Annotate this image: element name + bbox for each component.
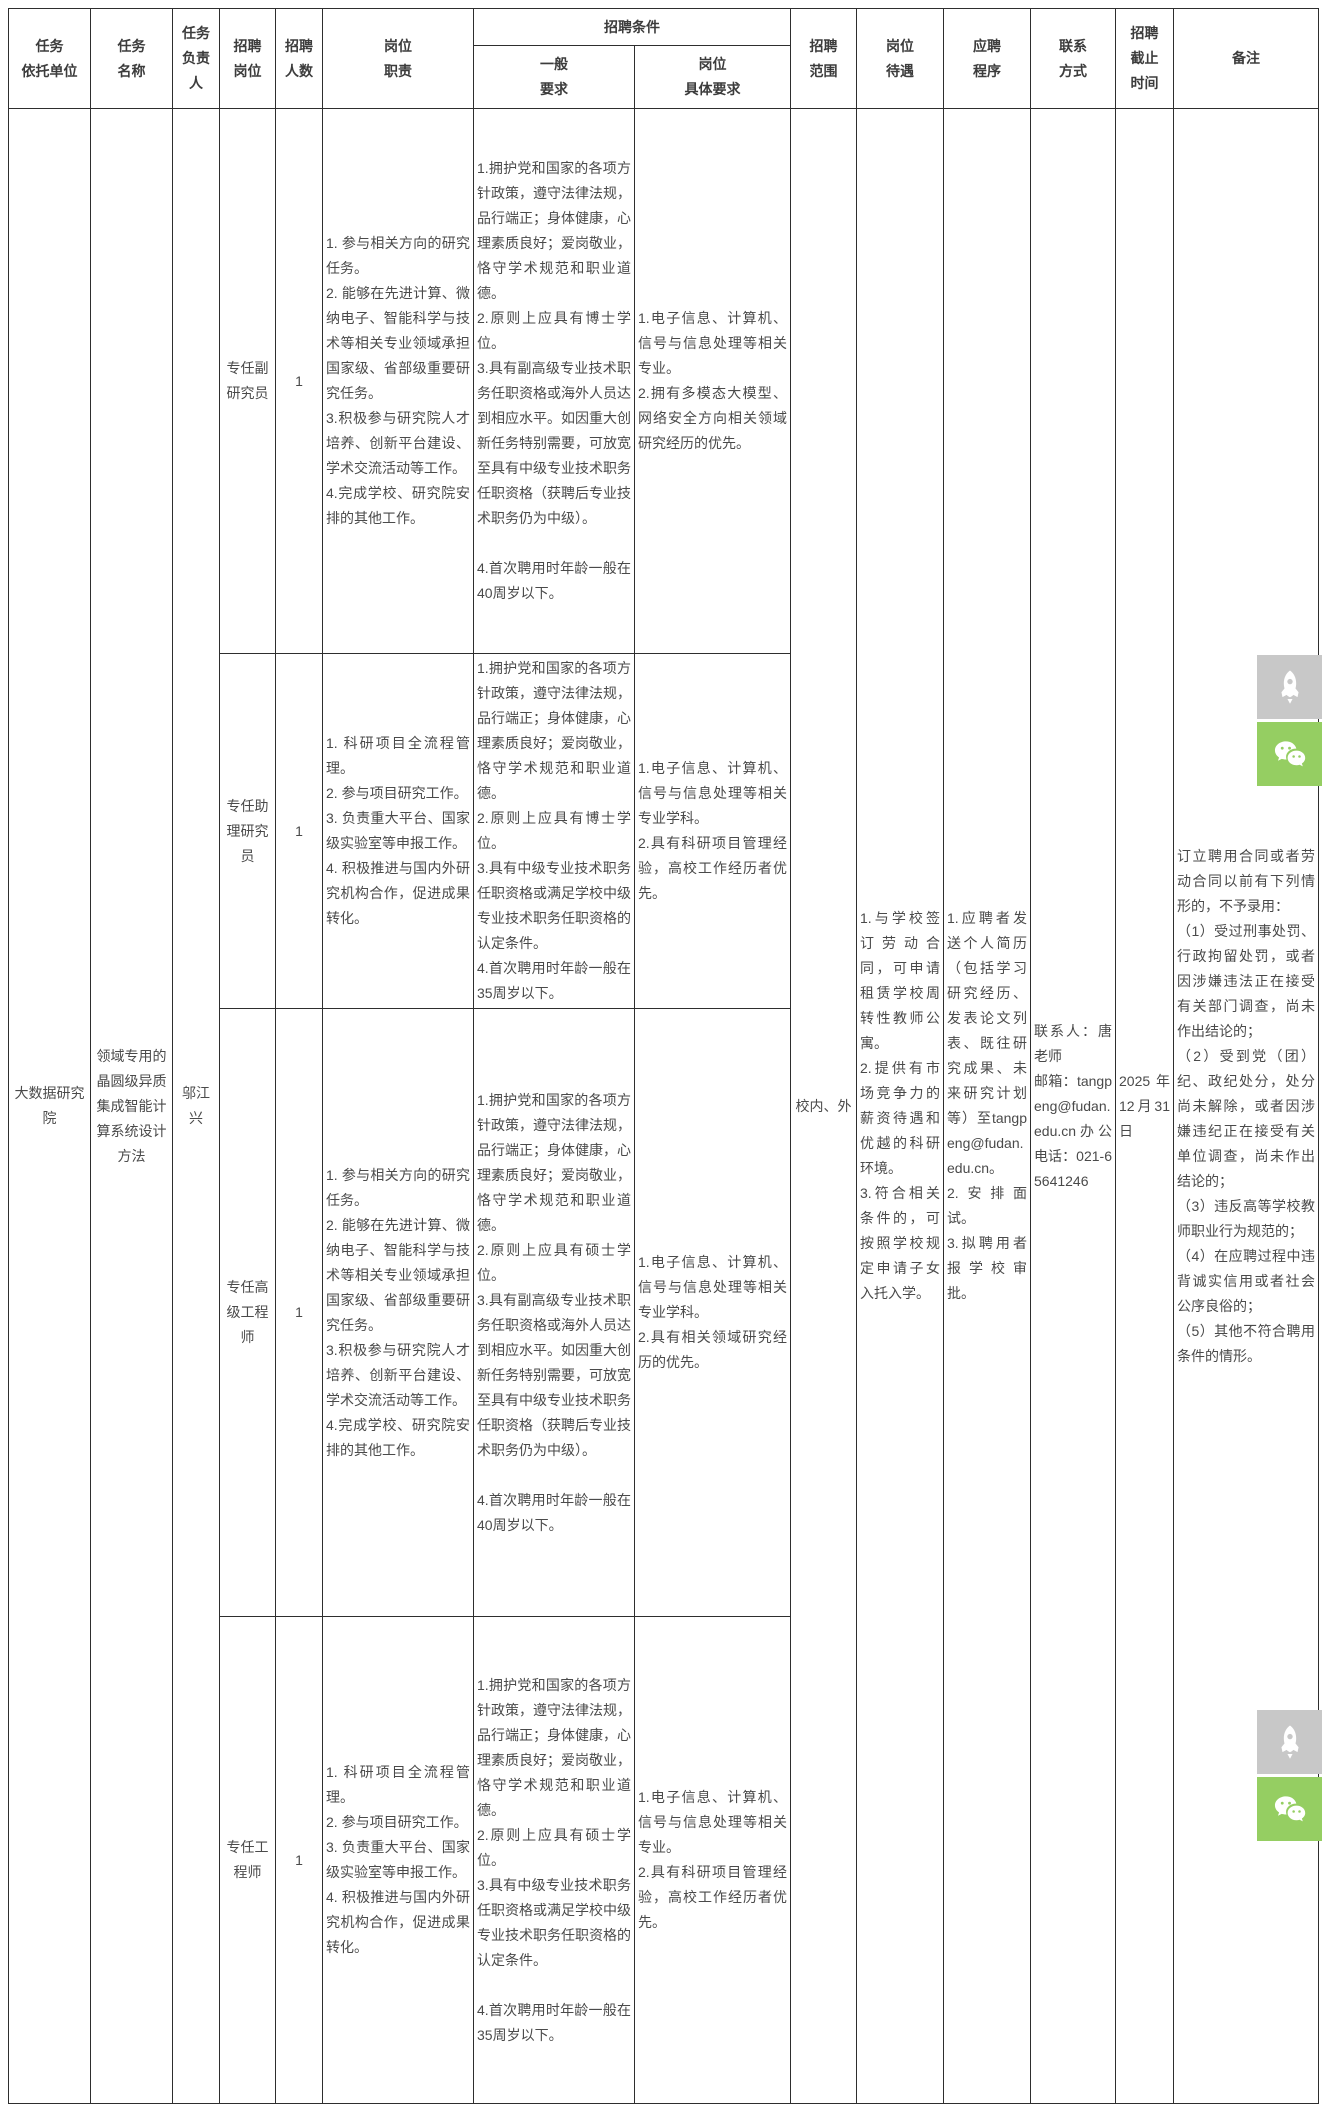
cell-treatment: 1.与学校签订劳动合同，可申请租赁学校周转性教师公寓。 2.提供有市场竞争力的薪… xyxy=(856,108,944,2104)
wechat-icon xyxy=(1271,735,1309,773)
cell-general-requirements: 1.拥护党和国家的各项方针政策，遵守法律法规，品行端正；身体健康，心理素质良好；… xyxy=(473,1008,635,1617)
col-header-headcount: 招聘 人数 xyxy=(275,8,323,109)
col-header-position: 招聘 岗位 xyxy=(219,8,276,109)
header-row-top: 任务 依托单位 任务 名称 任务 负责 人 招聘 岗位 招聘 人数 岗位 职责 … xyxy=(8,8,1319,109)
cell-specific-requirements: 1.电子信息、计算机、信号与信息处理等相关专业。 2.具有科研项目管理经验，高校… xyxy=(634,1616,791,2104)
back-to-top-button[interactable] xyxy=(1257,1710,1322,1774)
col-header-task-unit: 任务 依托单位 xyxy=(8,8,91,109)
wechat-share-button[interactable] xyxy=(1257,1777,1322,1841)
col-header-treatment: 岗位 待遇 xyxy=(856,8,944,109)
cell-position-duties: 1. 参与相关方向的研究任务。 2. 能够在先进计算、微纳电子、智能科学与技术等… xyxy=(322,1008,474,1617)
col-header-procedure: 应聘 程序 xyxy=(943,8,1031,109)
wechat-icon xyxy=(1271,1790,1309,1828)
position-row-engineer: 专任工 程师 1 1. 科研项目全流程管理。 2. 参与项目研究工作。 3. 负… xyxy=(9,1616,1319,2104)
cell-position-duties: 1. 科研项目全流程管理。 2. 参与项目研究工作。 3. 负责重大平台、国家级… xyxy=(322,1616,474,2104)
floating-widget-group-upper xyxy=(1257,655,1322,789)
cell-deadline: 2025年12月31日 xyxy=(1115,108,1174,2104)
cell-position-title: 专任高 级工程 师 xyxy=(219,1008,276,1617)
recruitment-table: 任务 依托单位 任务 名称 任务 负责 人 招聘 岗位 招聘 人数 岗位 职责 … xyxy=(8,8,1319,2104)
col-header-task-leader: 任务 负责 人 xyxy=(172,8,220,109)
position-row-assistant-researcher: 专任助 理研究 员 1 1. 科研项目全流程管理。 2. 参与项目研究工作。 3… xyxy=(9,653,1319,1009)
cell-position-title: 专任工 程师 xyxy=(219,1616,276,2104)
floating-widget-group-lower xyxy=(1257,1710,1322,1844)
col-header-notes: 备注 xyxy=(1173,8,1319,109)
col-header-conditions-group: 招聘条件 xyxy=(473,8,791,46)
page-container: 任务 依托单位 任务 名称 任务 负责 人 招聘 岗位 招聘 人数 岗位 职责 … xyxy=(8,8,1319,2104)
back-to-top-button[interactable] xyxy=(1257,655,1322,719)
col-header-deadline: 招聘 截止 时间 xyxy=(1115,8,1174,109)
cell-position-count: 1 xyxy=(275,1008,323,1617)
position-row-senior-engineer: 专任高 级工程 师 1 1. 参与相关方向的研究任务。 2. 能够在先进计算、微… xyxy=(9,1008,1319,1617)
cell-position-count: 1 xyxy=(275,108,323,654)
cell-position-duties: 1. 科研项目全流程管理。 2. 参与项目研究工作。 3. 负责重大平台、国家级… xyxy=(322,653,474,1009)
rocket-icon xyxy=(1271,1723,1309,1761)
col-header-scope: 招聘 范围 xyxy=(790,8,857,109)
cell-task-leader: 邬江兴 xyxy=(172,108,220,2104)
cell-position-count: 1 xyxy=(275,653,323,1009)
wechat-share-button[interactable] xyxy=(1257,722,1322,786)
col-header-duties: 岗位 职责 xyxy=(322,8,474,109)
cell-general-requirements: 1.拥护党和国家的各项方针政策，遵守法律法规，品行端正；身体健康，心理素质良好；… xyxy=(473,653,635,1009)
col-header-general-req: 一般 要求 xyxy=(473,45,635,109)
cell-procedure: 1.应聘者发送个人简历（包括学习研究经历、发表论文列表、既往研究成果、未来研究计… xyxy=(943,108,1031,2104)
cell-task-name: 领域专用的晶圆级异质集成智能计算系统设计方法 xyxy=(90,108,173,2104)
cell-position-title: 专任副 研究员 xyxy=(219,108,276,654)
cell-position-title: 专任助 理研究 员 xyxy=(219,653,276,1009)
col-header-specific-req: 岗位 具体要求 xyxy=(634,45,791,109)
col-header-contact: 联系 方式 xyxy=(1030,8,1116,109)
cell-position-count: 1 xyxy=(275,1616,323,2104)
cell-task-unit: 大数据研究院 xyxy=(8,108,91,2104)
cell-specific-requirements: 1.电子信息、计算机、信号与信息处理等相关专业。 2.拥有多模态大模型、网络安全… xyxy=(634,108,791,654)
col-header-task-name: 任务 名称 xyxy=(90,8,173,109)
cell-position-duties: 1. 参与相关方向的研究任务。 2. 能够在先进计算、微纳电子、智能科学与技术等… xyxy=(322,108,474,654)
cell-specific-requirements: 1.电子信息、计算机、信号与信息处理等相关专业学科。 2.具有相关领域研究经历的… xyxy=(634,1008,791,1617)
cell-general-requirements: 1.拥护党和国家的各项方针政策，遵守法律法规，品行端正；身体健康，心理素质良好；… xyxy=(473,108,635,654)
header-row-sub: 一般 要求 岗位 具体要求 xyxy=(9,45,1319,109)
cell-general-requirements: 1.拥护党和国家的各项方针政策，遵守法律法规，品行端正；身体健康，心理素质良好；… xyxy=(473,1616,635,2104)
cell-recruit-scope: 校内、外 xyxy=(790,108,857,2104)
cell-contact: 联系人：唐老师 邮箱：tangpeng@fudan.edu.cn办公电话：021… xyxy=(1030,108,1116,2104)
position-row-associate-researcher: 大数据研究院 领域专用的晶圆级异质集成智能计算系统设计方法 邬江兴 专任副 研究… xyxy=(8,108,1319,2104)
cell-specific-requirements: 1.电子信息、计算机、信号与信息处理等相关专业学科。 2.具有科研项目管理经验，… xyxy=(634,653,791,1009)
rocket-icon xyxy=(1271,668,1309,706)
